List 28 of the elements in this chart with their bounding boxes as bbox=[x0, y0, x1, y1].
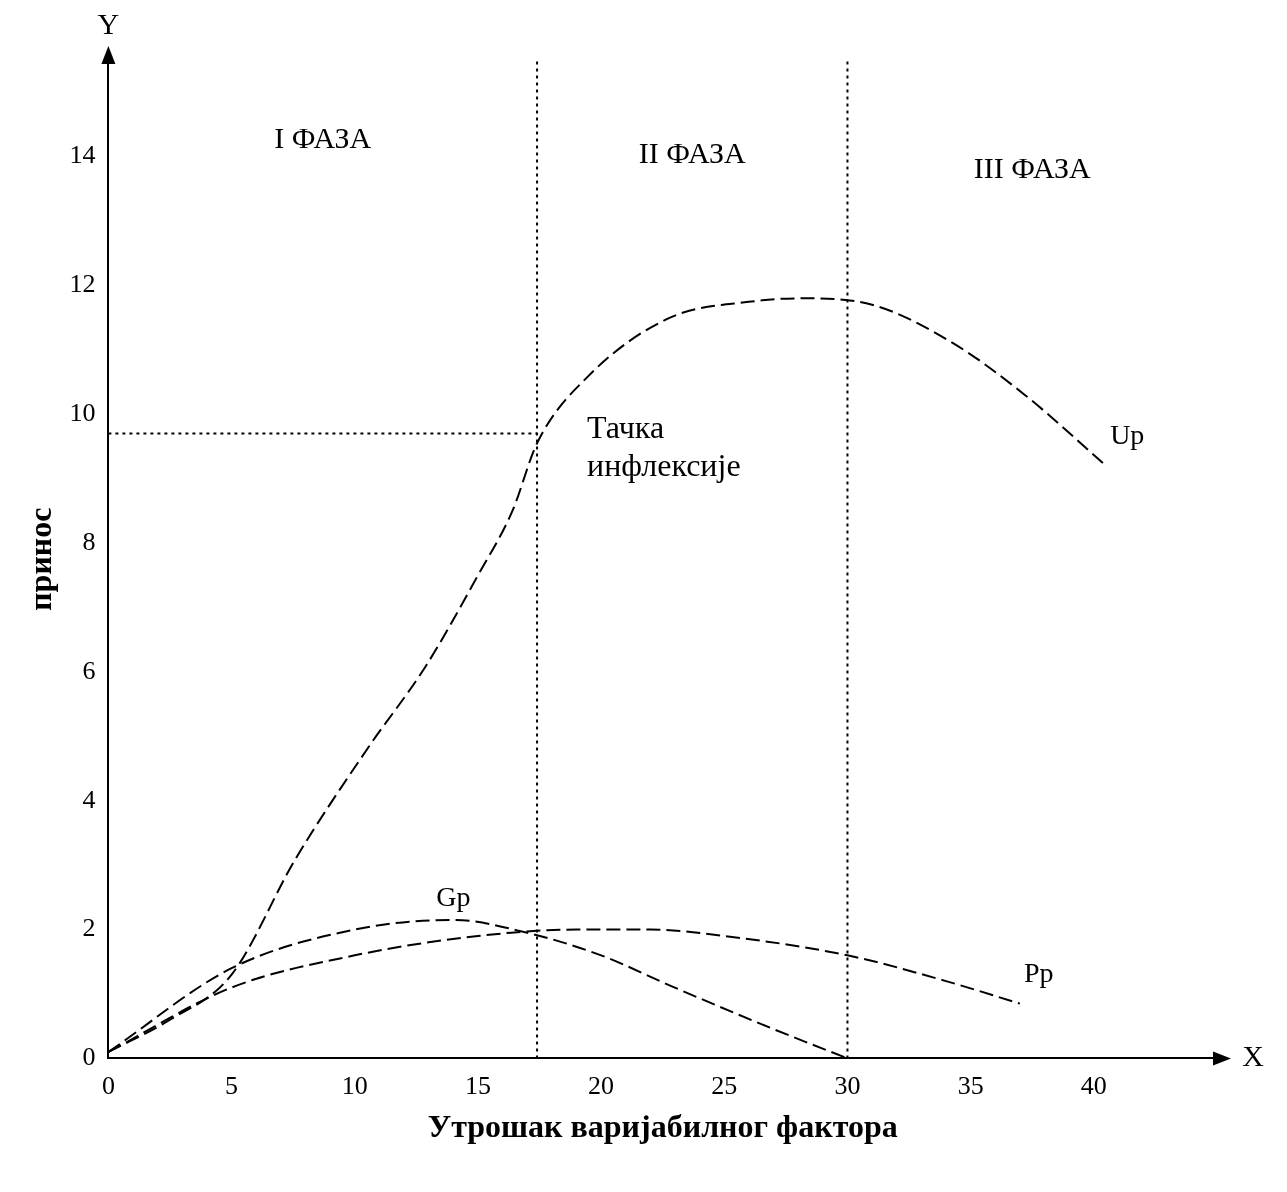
y-tick-label: 14 bbox=[69, 140, 96, 170]
x-tick-label: 5 bbox=[225, 1070, 239, 1100]
annotation: III ФАЗА bbox=[973, 150, 1092, 184]
text: X bbox=[1242, 1039, 1265, 1073]
y-tick-label: 8 bbox=[82, 526, 96, 556]
y-tick-label: 6 bbox=[82, 655, 96, 685]
y-tick-label: 0 bbox=[82, 1042, 96, 1072]
y-axis-title: принос bbox=[22, 507, 59, 611]
y-tick-label: 4 bbox=[82, 784, 96, 814]
x-tick-label: 30 bbox=[834, 1070, 861, 1100]
x-axis-title: Утрошак варијабилног фактора bbox=[427, 1108, 898, 1145]
y-tick-label: 2 bbox=[82, 913, 96, 943]
x-tick-label: 20 bbox=[588, 1070, 615, 1100]
text: Y bbox=[97, 6, 120, 40]
annotation: II ФАЗА bbox=[638, 135, 747, 169]
x-tick-label: 0 bbox=[101, 1070, 115, 1100]
y-tick-label: 10 bbox=[69, 398, 96, 428]
y-tick-label: 12 bbox=[69, 269, 96, 299]
x-tick-label: 40 bbox=[1080, 1070, 1107, 1100]
series-label: Pp bbox=[1023, 956, 1054, 988]
x-tick-label: 25 bbox=[711, 1070, 738, 1100]
x-tick-label: 35 bbox=[957, 1070, 984, 1100]
series-label: Gp bbox=[436, 880, 471, 912]
x-tick-label: 15 bbox=[464, 1070, 491, 1100]
annotation: I ФАЗА bbox=[274, 120, 372, 154]
annotation: Тачка инфлексије bbox=[587, 408, 741, 483]
series-label: Up bbox=[1110, 418, 1145, 450]
x-tick-label: 10 bbox=[341, 1070, 368, 1100]
